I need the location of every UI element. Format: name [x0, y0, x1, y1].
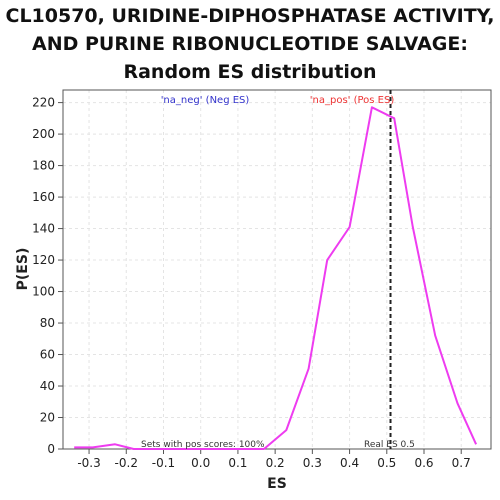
plot-frame: [62, 89, 492, 450]
y-tick-label: 120: [32, 253, 55, 267]
y-tick-label: 40: [40, 379, 55, 393]
title-line-1: CL10570, URIDINE-DIPHOSPHATASE ACTIVITY,: [5, 5, 495, 27]
grid: [63, 90, 491, 450]
x-tick-label: 0.2: [266, 456, 285, 470]
pos-scores-annotation: Sets with pos scores: 100%: [141, 440, 265, 450]
x-tick-label: 0.7: [452, 456, 471, 470]
x-tick-label: 0.3: [303, 456, 322, 470]
y-tick-label: 140: [32, 222, 55, 236]
y-tick-label: 220: [32, 96, 55, 110]
es-distribution-line: [74, 106, 478, 450]
y-tick-label: 180: [32, 159, 55, 173]
y-axis-title: P(ES): [15, 248, 31, 291]
y-tick-label: 100: [32, 285, 55, 299]
real-es-label: Real ES 0.5: [364, 440, 415, 450]
y-tick-label: 160: [32, 190, 55, 204]
y-tick-label: 20: [40, 411, 55, 425]
y-tick-label: 60: [40, 348, 55, 362]
y-tick-label: 80: [40, 316, 55, 330]
legend-pos: 'na_pos' (Pos ES): [310, 95, 395, 106]
x-tick-label: 0.1: [228, 456, 247, 470]
x-tick-label: 0.0: [191, 456, 210, 470]
y-tick-label: 0: [47, 442, 55, 456]
series-layer: [74, 106, 478, 450]
x-tick-label: 0.4: [340, 456, 359, 470]
x-tick-label: -0.2: [115, 456, 138, 470]
legend-neg: 'na_neg' (Neg ES): [161, 95, 250, 106]
title-line-2: AND PURINE RIBONUCLEOTIDE SALVAGE:: [32, 33, 468, 55]
x-tick-label: -0.1: [152, 456, 175, 470]
title-line-3: Random ES distribution: [123, 61, 377, 83]
y-axis-ticks: 0 20 40 60 80 100 120 140 160 180 200 220: [32, 96, 63, 456]
x-tick-label: 0.6: [414, 456, 433, 470]
x-axis-title: ES: [267, 476, 287, 492]
chart-title: CL10570, URIDINE-DIPHOSPHATASE ACTIVITY,…: [0, 2, 500, 86]
x-axis-ticks: -0.3 -0.2 -0.1 0.0 0.1 0.2 0.3 0.4 0.5 0.6 0.7: [77, 449, 471, 470]
y-tick-label: 200: [32, 127, 55, 141]
x-tick-label: -0.3: [77, 456, 100, 470]
x-tick-label: 0.5: [377, 456, 396, 470]
